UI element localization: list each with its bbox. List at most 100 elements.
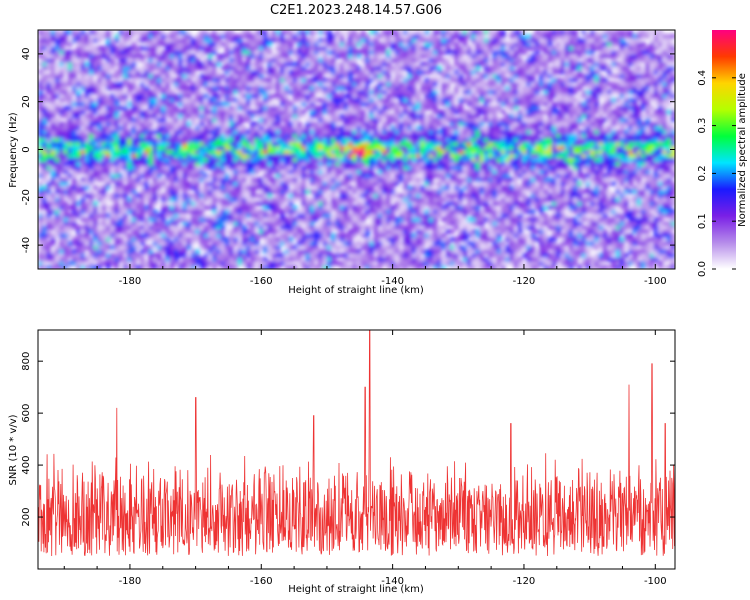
heatmap-cell: [314, 249, 319, 254]
heatmap-cell: [161, 213, 166, 218]
heatmap-cell: [254, 101, 260, 107]
heatmap-cell: [339, 141, 345, 147]
heatmap-cell: [216, 237, 222, 242]
heatmap-cell: [390, 133, 396, 139]
heatmap-cell: [182, 113, 188, 119]
heatmap-cell: [233, 233, 239, 238]
heatmap-cell: [267, 197, 273, 202]
heatmap-cell: [297, 225, 302, 230]
heatmap-cell: [67, 157, 73, 163]
heatmap-cell: [59, 89, 65, 95]
heatmap-cell: [148, 201, 154, 206]
heatmap-cell: [352, 133, 358, 139]
heatmap-cell: [411, 241, 417, 246]
heatmap-cell: [54, 177, 60, 182]
heatmap-cell: [352, 85, 358, 91]
heatmap-cell: [182, 53, 188, 59]
heatmap-cell: [76, 133, 82, 139]
heatmap-cell: [144, 61, 150, 67]
heatmap-cell: [305, 237, 311, 242]
heatmap-cell: [420, 189, 426, 194]
heatmap-cell: [263, 197, 268, 202]
heatmap-cell: [105, 217, 111, 222]
heatmap-cell: [165, 105, 171, 111]
heatmap-cell: [114, 189, 120, 194]
heatmap-cell: [97, 109, 103, 115]
heatmap-cell: [152, 133, 158, 139]
heatmap-cell: [88, 109, 94, 115]
heatmap-cell: [390, 69, 396, 75]
heatmap-cell: [135, 245, 141, 250]
heatmap-cell: [246, 57, 251, 63]
heatmap-cell: [356, 93, 362, 99]
heatmap-cell: [415, 181, 421, 186]
heatmap-cell: [84, 165, 90, 171]
heatmap-cell: [135, 133, 141, 139]
heatmap-cell: [356, 53, 362, 59]
heatmap-cell: [394, 229, 400, 234]
heatmap-cell: [88, 225, 94, 230]
heatmap-cell: [38, 121, 43, 127]
heatmap-cell: [301, 245, 307, 250]
heatmap-cell: [420, 257, 426, 262]
heatmap-cell: [186, 253, 192, 258]
heatmap-cell: [275, 69, 281, 75]
heatmap-cell: [254, 181, 260, 186]
heatmap-cell: [258, 193, 264, 198]
spectrogram-cells: [38, 30, 675, 269]
heatmap-cell: [148, 45, 154, 51]
heatmap-cell: [173, 249, 179, 254]
heatmap-cell: [224, 137, 230, 143]
heatmap-cell: [84, 129, 90, 135]
heatmap-cell: [71, 257, 77, 262]
heatmap-cell: [369, 221, 375, 226]
heatmap-cell: [199, 45, 205, 51]
heatmap-cell: [224, 201, 230, 206]
heatmap-cell: [398, 157, 404, 163]
heatmap-cell: [288, 193, 294, 198]
heatmap-cell: [42, 97, 48, 103]
heatmap-cell: [322, 109, 328, 115]
heatmap-cell: [263, 257, 268, 262]
heatmap-cell: [144, 45, 150, 51]
heatmap-cell: [101, 221, 107, 226]
heatmap-cell: [178, 89, 183, 95]
heatmap-cell: [250, 141, 256, 147]
heatmap-cell: [356, 41, 362, 47]
heatmap-cell: [258, 105, 264, 111]
heatmap-cell: [42, 217, 48, 222]
heatmap-cell: [305, 201, 311, 206]
heatmap-cell: [203, 113, 209, 119]
heatmap-cell: [101, 261, 107, 266]
heatmap-cell: [237, 73, 243, 79]
heatmap-cell: [182, 185, 188, 190]
heatmap-cell: [178, 97, 183, 103]
heatmap-cell: [309, 149, 315, 155]
heatmap-cell: [207, 45, 213, 51]
heatmap-cell: [156, 61, 162, 67]
heatmap-cell: [420, 241, 426, 246]
heatmap-cell: [254, 125, 260, 131]
heatmap-cell: [309, 49, 315, 55]
heatmap-cell: [254, 37, 260, 43]
heatmap-cell: [360, 145, 366, 151]
heatmap-cell: [186, 221, 192, 226]
heatmap-cell: [233, 137, 239, 143]
heatmap-cell: [76, 33, 82, 39]
heatmap-cell: [267, 109, 273, 115]
heatmap-cell: [381, 97, 387, 103]
heatmap-cell: [309, 217, 315, 222]
heatmap-cell: [335, 30, 341, 35]
heatmap-cell: [101, 173, 107, 178]
heatmap-cell: [390, 57, 396, 63]
heatmap-cell: [122, 149, 128, 155]
heatmap-cell: [407, 30, 413, 35]
heatmap-cell: [59, 133, 65, 139]
heatmap-cell: [80, 109, 86, 115]
heatmap-cell: [156, 105, 162, 111]
heatmap-cell: [415, 45, 421, 51]
heatmap-cell: [343, 41, 349, 47]
heatmap-cell: [131, 161, 137, 167]
heatmap-cell: [178, 237, 183, 242]
heatmap-cell: [373, 121, 379, 127]
